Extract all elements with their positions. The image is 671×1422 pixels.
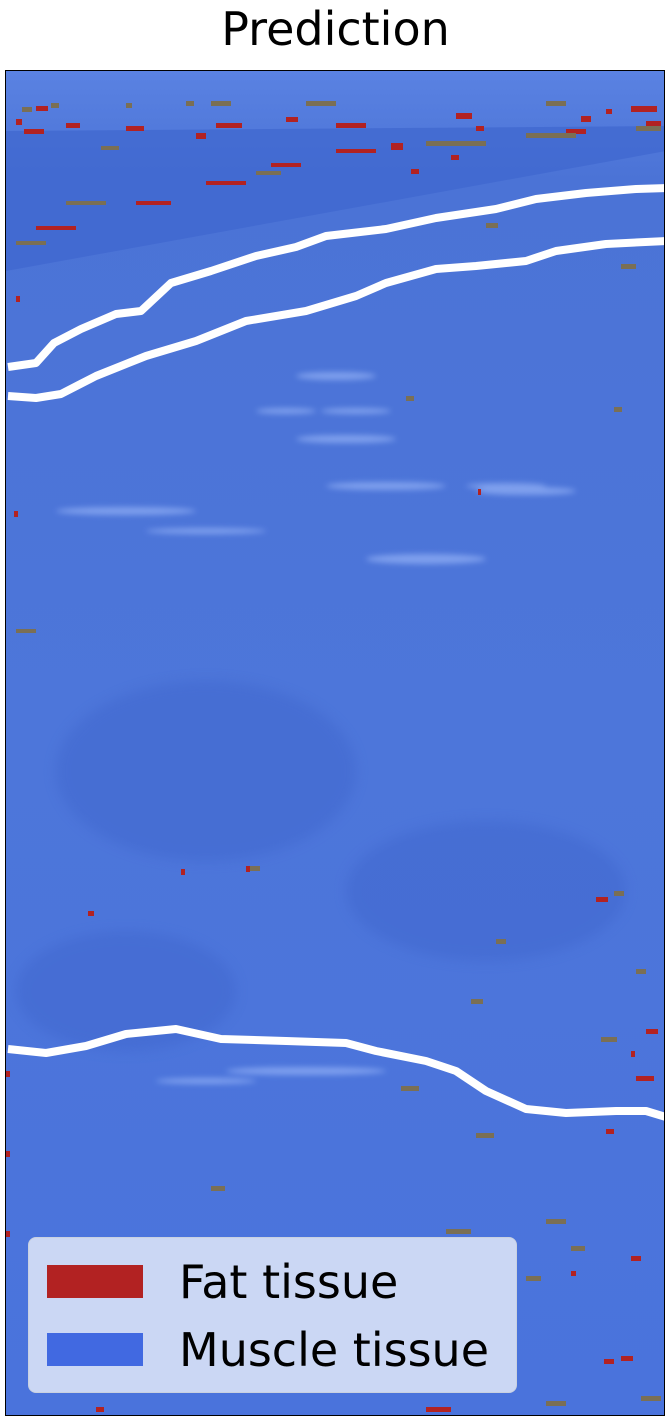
segmentation-overlay bbox=[6, 71, 664, 1415]
artifact-speckles bbox=[16, 101, 661, 1406]
fat-swatch bbox=[47, 1265, 143, 1298]
lower-fat-speckles bbox=[6, 489, 658, 1412]
legend: Fat tissue Muscle tissue bbox=[28, 1237, 517, 1393]
figure-title: Prediction bbox=[221, 2, 450, 56]
upper-dark-band bbox=[6, 126, 664, 271]
legend-label-fat: Fat tissue bbox=[179, 1255, 399, 1309]
legend-label-muscle: Muscle tissue bbox=[179, 1323, 490, 1377]
upper-boundary-line bbox=[7, 184, 664, 371]
top-speckles bbox=[16, 106, 661, 302]
legend-item-muscle: Muscle tissue bbox=[47, 1320, 517, 1380]
tissue-texture bbox=[56, 372, 576, 1084]
lower-boundary-line bbox=[7, 1025, 664, 1121]
muscle-swatch bbox=[47, 1333, 143, 1366]
tissue-shading bbox=[16, 681, 626, 1051]
ultrasound-prediction-image bbox=[5, 70, 665, 1416]
middle-boundary-line bbox=[7, 237, 664, 402]
legend-item-fat: Fat tissue bbox=[47, 1252, 517, 1312]
